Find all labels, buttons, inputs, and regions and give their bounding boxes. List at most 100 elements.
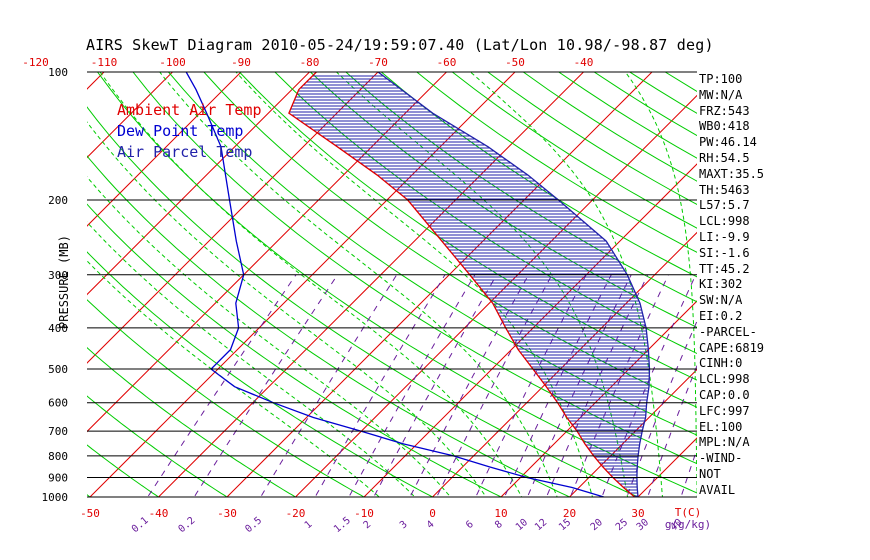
- mixing-ratio-line: [147, 274, 297, 497]
- stat-tp: TP:100: [699, 72, 743, 86]
- stat-li: LI:-9.9: [699, 229, 750, 244]
- mixing-ratio-tick-label: 25: [614, 517, 630, 533]
- dry-adiabat-line: [87, 155, 571, 497]
- mixing-ratio-line: [409, 274, 530, 497]
- chart-title: AIRS SkewT Diagram 2010-05-24/19:59:07.4…: [86, 36, 714, 54]
- dry-adiabat-line: [807, 72, 870, 506]
- isotherm-line: [89, 72, 516, 497]
- air-parcel-temp-line: [377, 72, 651, 497]
- dry-adiabat-line: [772, 72, 870, 506]
- stat-lcl: LCL:998: [699, 214, 750, 229]
- isotherm-line: [844, 72, 870, 497]
- isotherm-line: [363, 163, 697, 497]
- pressure-tick-label: 100: [48, 66, 68, 79]
- dry-adiabat-line: [87, 347, 297, 497]
- mixing-ratio-line: [647, 364, 697, 497]
- bottom-temp-tick-label: 0: [429, 507, 436, 520]
- mixing-ratio-tick-label: 0.5: [243, 515, 264, 535]
- dry-adiabat-line: [97, 72, 697, 494]
- stat-cinh: CINH:0: [699, 356, 743, 371]
- stat-mw: MW:N/A: [699, 87, 743, 102]
- moist-adiabat-line: [470, 72, 664, 497]
- stat-wind-avail: AVAIL: [699, 482, 736, 497]
- mixing-ratio-unit-label: g(g/kg): [665, 518, 711, 531]
- stat-ei: EI:0.2: [699, 308, 743, 323]
- mixing-ratio-line: [503, 274, 612, 497]
- top-temp-tick-label: -90: [231, 56, 251, 69]
- isotherm-line: [87, 72, 242, 227]
- moist-adiabat-line: [87, 176, 452, 497]
- dry-adiabat-line: [87, 494, 91, 497]
- top-temp-tick-label: -120: [22, 56, 49, 69]
- dry-adiabat-line: [168, 72, 697, 436]
- dry-adiabat-line: [416, 72, 697, 253]
- mixing-ratio-line: [193, 274, 338, 497]
- dry-adiabat-line: [87, 444, 160, 497]
- ambient-air-temp-line: [288, 72, 636, 497]
- dry-adiabat-line: [87, 299, 366, 497]
- mixing-ratio-line: [626, 319, 697, 497]
- legend-air-parcel-temp: Air Parcel Temp: [117, 143, 253, 161]
- moist-adiabat-line: [624, 72, 697, 497]
- stats-panel: TP:100 MW:N/A FRZ:543 WB0:418 PW:46.14 R…: [699, 72, 764, 499]
- mixing-ratio-line: [526, 274, 632, 497]
- isotherm-line: [87, 72, 310, 296]
- bottom-temp-tick-label: -40: [149, 507, 169, 520]
- stat-frz: FRZ:543: [699, 103, 750, 118]
- mixing-ratio-tick-label: 3: [398, 519, 410, 531]
- stat-lfc: LFC:997: [699, 403, 750, 418]
- isotherm-line: [500, 300, 697, 497]
- pressure-tick-label: 1000: [42, 491, 69, 504]
- mixing-ratio-line: [436, 274, 553, 497]
- isotherm-line: [295, 94, 697, 497]
- dry-adiabat-line: [380, 72, 697, 278]
- stat-sw: SW:N/A: [699, 293, 743, 308]
- isotherm-line: [775, 72, 870, 497]
- stat-cap: CAP:0.0: [699, 387, 750, 402]
- dry-adiabat-line: [203, 72, 697, 408]
- isotherm-line: [87, 72, 447, 433]
- dry-adiabat-line: [0, 72, 33, 506]
- stat-si: SI:-1.6: [699, 245, 750, 260]
- mixing-ratio-line: [373, 274, 498, 497]
- bottom-temp-tick-label: -20: [286, 507, 306, 520]
- top-temp-tick-label: -40: [574, 56, 594, 69]
- stat-pw: PW:46.14: [699, 135, 757, 150]
- moist-adiabat-line: [87, 221, 416, 497]
- moist-adiabat-line: [235, 72, 593, 497]
- top-temp-tick-label: -110: [91, 56, 118, 69]
- stat-ki: KI:302: [699, 277, 743, 292]
- bottom-temp-tick-label: -10: [354, 507, 374, 520]
- legend-ambient-air-temp: Ambient Air Temp: [117, 101, 262, 119]
- stat-wind-header: -WIND-: [699, 451, 743, 466]
- stat-maxt: MAXT:35.5: [699, 166, 765, 181]
- mixing-ratio-tick-label: 12: [533, 517, 549, 533]
- mixing-ratio-tick-label: 10: [514, 517, 530, 533]
- isotherm-line: [87, 72, 379, 364]
- pressure-tick-label: 800: [48, 450, 68, 463]
- legend-dew-point-temp: Dew Point Temp: [117, 122, 244, 140]
- pressure-tick-label: 600: [48, 397, 68, 410]
- moist-adiabat-line: [159, 72, 558, 497]
- stat-rh: RH:54.5: [699, 150, 750, 165]
- isotherm-line: [87, 72, 173, 159]
- pressure-tick-label: 300: [48, 269, 68, 282]
- pressure-tick-label: 900: [48, 472, 68, 485]
- mixing-ratio-tick-label: 1.5: [332, 515, 353, 535]
- mixing-ratio-tick-label: 8: [493, 519, 505, 531]
- pressure-tick-label: 700: [48, 425, 68, 438]
- mixing-ratio-line: [260, 274, 398, 497]
- mixing-ratio-line: [475, 274, 587, 497]
- moist-adiabat-line: [87, 121, 487, 497]
- stat-parcel-header: -PARCEL-: [699, 324, 757, 339]
- stat-wind-not: NOT: [699, 466, 721, 481]
- pressure-tick-label: 200: [48, 194, 68, 207]
- mixing-ratio-tick-label: 6: [464, 519, 476, 531]
- pressure-gridlines: [87, 71, 697, 498]
- bottom-temp-tick-label: 30: [631, 507, 644, 520]
- dry-adiabat-line: [87, 106, 640, 497]
- pressure-tick-label: 400: [48, 322, 68, 335]
- top-temp-tick-label: -50: [505, 56, 525, 69]
